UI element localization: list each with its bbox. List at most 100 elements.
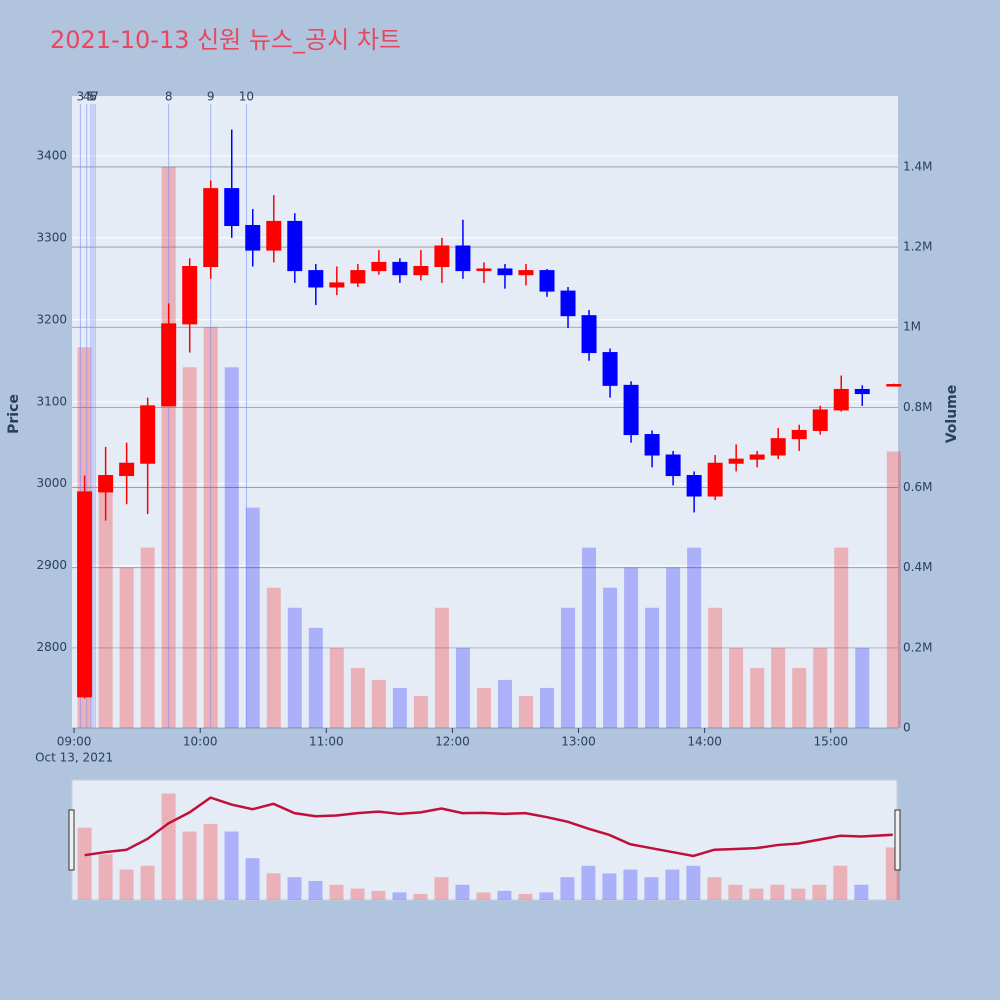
mini-volume-bar: [770, 884, 785, 900]
x-tick-label: 15:00: [813, 735, 848, 749]
mini-volume-bar: [476, 892, 491, 900]
candle-body: [539, 270, 555, 292]
volume-bar: [350, 667, 365, 728]
y2-tick-label: 1.2M: [903, 240, 932, 254]
annotation-label: 6: [89, 90, 97, 104]
mini-volume-bar: [497, 890, 512, 900]
y2-tick-label: 1.4M: [903, 159, 932, 173]
candle-body: [413, 266, 429, 276]
mini-volume-bar: [539, 892, 554, 900]
volume-bar: [645, 607, 660, 728]
y2-axis-title: Volume: [944, 385, 960, 444]
x-tick-label: 09:00: [57, 735, 92, 749]
candle-body: [161, 323, 177, 407]
mini-volume-bar: [518, 893, 533, 900]
volume-bar: [434, 607, 449, 728]
mini-volume-bar: [854, 884, 869, 900]
volume-bar: [582, 547, 597, 728]
mini-volume-bar: [371, 890, 386, 900]
volume-bar: [413, 695, 428, 728]
candle-body: [182, 266, 198, 325]
x-date-label: Oct 13, 2021: [35, 751, 113, 765]
x-tick-label: 14:00: [687, 735, 722, 749]
volume-bar: [771, 647, 786, 728]
candle-body: [245, 225, 261, 251]
mini-volume-bar: [140, 865, 155, 900]
y2-tick-label: 0.6M: [903, 480, 932, 494]
slider-handle-left: [68, 809, 75, 871]
y2-tick-label: 0.8M: [903, 400, 932, 414]
candle-body: [665, 454, 681, 477]
y-tick-label: 3400: [36, 148, 67, 162]
annotation-label: 5: [87, 90, 95, 104]
candle-body: [287, 220, 303, 272]
y-tick-label: 3000: [36, 476, 67, 490]
candle-body: [770, 438, 786, 456]
y2-tick-label: 1M: [903, 320, 921, 334]
candle-body: [886, 384, 902, 387]
volume-bar: [371, 679, 386, 728]
mini-volume-bar: [98, 854, 113, 900]
candle-body: [266, 220, 282, 251]
mini-volume-bar: [245, 858, 260, 900]
mini-volume-bar: [350, 888, 365, 900]
candle-body: [602, 352, 618, 386]
mini-volume-bar: [707, 877, 722, 900]
candle-body: [581, 315, 597, 354]
mini-volume-bar: [833, 865, 848, 900]
annotation-label: 8: [165, 90, 173, 104]
volume-bar: [287, 607, 302, 728]
range-slider[interactable]: [71, 779, 898, 901]
x-tick-label: 11:00: [309, 735, 344, 749]
y2-tick-label: 0.4M: [903, 560, 932, 574]
candle-body: [203, 188, 219, 268]
volume-bar: [518, 695, 533, 728]
candle-body: [371, 261, 387, 272]
annotation-label: 7: [91, 90, 99, 104]
annotation-label: 4: [83, 90, 91, 104]
volume-bar: [392, 687, 407, 728]
candle-body: [518, 270, 534, 276]
mini-volume-bar: [623, 869, 638, 900]
candle-body: [833, 388, 849, 411]
mini-volume-bar: [77, 827, 92, 900]
y-tick-label: 2900: [36, 558, 67, 572]
mini-volume-bar: [308, 880, 323, 900]
y-tick-label: 3300: [36, 230, 67, 244]
candle-body: [392, 261, 408, 276]
volume-bar: [182, 367, 197, 728]
x-tick-label: 13:00: [561, 735, 596, 749]
volume-bar: [224, 367, 239, 728]
volume-bar: [666, 567, 681, 728]
candle-body: [560, 290, 576, 317]
mini-volume-bar: [392, 892, 407, 900]
candle-body: [749, 454, 765, 460]
y-tick-label: 3200: [36, 312, 67, 326]
candle-body: [455, 245, 471, 272]
volume-bar: [834, 547, 849, 728]
mini-volume-bar: [119, 869, 134, 900]
candle-body: [434, 245, 450, 268]
mini-volume-bar: [287, 877, 302, 900]
mini-volume-bar: [224, 831, 239, 900]
volume-bar: [476, 687, 491, 728]
mini-volume-bar: [644, 877, 659, 900]
chart-title: 2021-10-13 신원 뉴스_공시 차트: [50, 26, 401, 54]
volume-bar: [729, 647, 744, 728]
mini-volume-bar: [728, 884, 743, 900]
mini-volume-bar: [560, 877, 575, 900]
mini-volume-bar: [581, 865, 596, 900]
mini-volume-bar: [749, 888, 764, 900]
mini-volume-bar: [686, 865, 701, 900]
mini-volume-bar: [665, 869, 680, 900]
volume-bar: [855, 647, 870, 728]
candle-body: [707, 462, 723, 497]
mini-volume-bar: [434, 877, 449, 900]
mini-volume-bar: [161, 793, 176, 900]
candle-body: [77, 491, 93, 698]
volume-bar: [813, 647, 828, 728]
candle-body: [686, 475, 702, 497]
y-axis-title: Price: [6, 394, 22, 434]
volume-bar: [561, 607, 576, 728]
